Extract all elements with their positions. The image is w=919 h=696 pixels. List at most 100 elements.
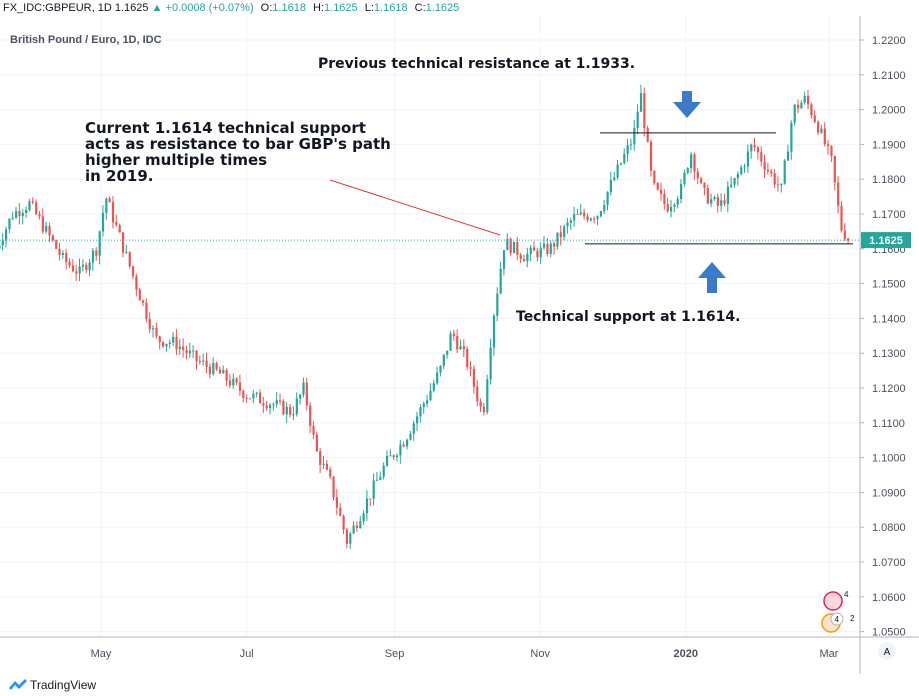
candle-body	[730, 184, 733, 187]
candle-body	[412, 423, 415, 434]
candle-body	[422, 403, 425, 408]
candle-body	[319, 451, 322, 466]
last-price-tag-text: 1.1625	[869, 235, 903, 247]
candle-body	[569, 220, 572, 223]
candle-body	[546, 243, 549, 254]
candle-body	[746, 151, 750, 167]
candle-body	[532, 247, 536, 251]
symbol-title[interactable]: FX_IDC:GBPEUR, 1D	[3, 2, 112, 14]
candle-body	[663, 193, 666, 204]
candle-body	[576, 213, 579, 215]
candle-body	[780, 183, 783, 186]
candle-body	[385, 455, 389, 466]
candle-body	[549, 243, 552, 254]
candle-body	[800, 102, 803, 109]
candle-body	[790, 122, 793, 152]
candle-body	[362, 513, 365, 522]
candle-body	[61, 252, 65, 255]
candle-body	[462, 346, 466, 350]
open-label: O:	[260, 2, 273, 14]
flag-badge-icon[interactable]	[823, 591, 843, 611]
last-price: 1.1625	[114, 2, 149, 14]
price-change: ▲ +0.0008 (+0.07%)	[151, 2, 254, 14]
candle-body	[803, 95, 806, 103]
candles	[0, 84, 850, 549]
candle-body	[539, 247, 542, 258]
candle-body	[649, 141, 653, 171]
candle-body	[135, 276, 138, 290]
candle-body	[426, 400, 429, 404]
candle-body	[700, 178, 703, 183]
candle-body	[773, 173, 776, 185]
candle-body	[305, 382, 308, 406]
candle-body	[579, 212, 582, 215]
candle-body	[837, 182, 840, 206]
candle-body	[392, 455, 395, 458]
candle-body	[596, 216, 599, 220]
candle-body	[806, 95, 810, 105]
candle-body	[272, 404, 275, 406]
tradingview-brand[interactable]: TradingView	[30, 678, 97, 692]
candle-body	[315, 434, 318, 452]
candle-body	[516, 241, 519, 256]
candle-body	[636, 111, 639, 128]
candle-body	[496, 293, 499, 316]
candle-body	[68, 262, 71, 266]
candle-body	[646, 127, 649, 142]
candle-body	[676, 198, 679, 205]
high-label: H:	[313, 2, 325, 14]
candle-body	[733, 178, 736, 185]
down-arrow-icon	[673, 91, 701, 118]
candle-body	[820, 128, 823, 133]
candle-body	[446, 350, 449, 355]
price-chart[interactable]: British Pound / Euro, 1D, IDC 1.2200 1.21…	[0, 16, 919, 674]
candle-body	[1, 240, 4, 246]
candle-body	[726, 186, 729, 204]
candle-body	[696, 171, 699, 179]
time-tick-label: Mar	[820, 648, 839, 660]
candle-body	[817, 122, 820, 133]
candle-body	[15, 211, 18, 218]
candle-body	[248, 398, 252, 400]
candle-body	[553, 243, 556, 247]
candle-body	[399, 444, 402, 456]
candle-body	[750, 144, 753, 152]
candle-body	[285, 406, 288, 415]
price-tick-label: 1.1100	[872, 418, 905, 430]
candle-body	[536, 250, 539, 258]
auto-scale-button[interactable]: A	[878, 642, 896, 660]
event-badges[interactable]: 4 4 2	[821, 590, 855, 633]
candle-body	[58, 248, 61, 255]
candle-body	[416, 416, 419, 424]
candle-body	[262, 403, 265, 406]
candle-body	[743, 166, 746, 168]
candle-body	[18, 211, 21, 217]
candle-body	[810, 104, 813, 116]
candle-body	[459, 346, 462, 350]
tradingview-logo-icon[interactable]	[8, 677, 28, 691]
candle-body	[108, 198, 111, 203]
price-tick-label: 1.2100	[872, 70, 906, 82]
candle-body	[823, 128, 826, 145]
candle-body	[111, 202, 115, 223]
candle-body	[543, 243, 546, 248]
candle-body	[41, 216, 44, 232]
price-tick-label: 1.1700	[872, 209, 906, 221]
candle-body	[279, 400, 282, 402]
candle-body	[706, 188, 709, 204]
candle-body	[716, 197, 719, 206]
candle-body	[65, 252, 68, 263]
candle-body	[629, 144, 633, 146]
badge-count-3: 2	[850, 614, 855, 623]
up-arrow-icon	[698, 262, 726, 293]
candle-body	[419, 407, 422, 417]
candle-body	[31, 201, 34, 203]
annotation-line-2: acts as resistance to bar GBP's path	[85, 135, 391, 153]
trend-line[interactable]	[329, 179, 501, 236]
candle-body	[606, 191, 609, 206]
candle-body	[309, 405, 312, 426]
candle-body	[526, 253, 529, 262]
candle-body	[168, 342, 171, 344]
candle-body	[656, 183, 659, 190]
candle-body	[409, 433, 412, 440]
